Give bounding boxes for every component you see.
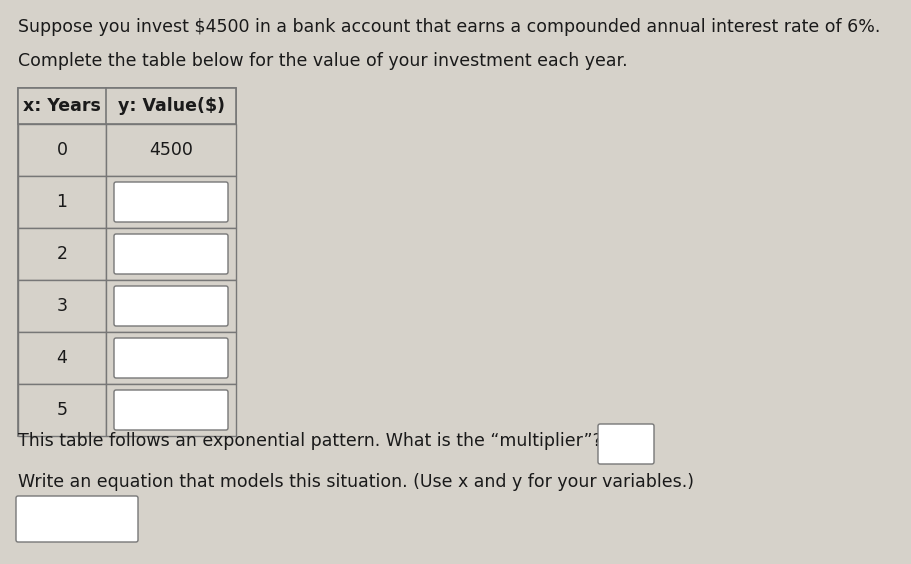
FancyBboxPatch shape <box>114 182 228 222</box>
Bar <box>18 88 236 124</box>
Text: 4: 4 <box>56 349 67 367</box>
Bar <box>106 280 236 332</box>
Text: 3: 3 <box>56 297 67 315</box>
Text: 4500: 4500 <box>149 141 193 159</box>
Text: y: Value($): y: Value($) <box>118 97 224 115</box>
Bar <box>18 228 106 280</box>
Bar <box>18 384 106 436</box>
Bar <box>106 176 236 228</box>
Text: This table follows an exponential pattern. What is the “multiplier”?: This table follows an exponential patter… <box>18 432 602 450</box>
Bar <box>18 332 106 384</box>
Text: 0: 0 <box>56 141 67 159</box>
Bar <box>18 88 236 436</box>
Bar <box>18 280 106 332</box>
Bar <box>106 124 236 176</box>
Text: x: Years: x: Years <box>23 97 101 115</box>
Text: Complete the table below for the value of your investment each year.: Complete the table below for the value o… <box>18 52 628 70</box>
FancyBboxPatch shape <box>114 338 228 378</box>
FancyBboxPatch shape <box>598 424 654 464</box>
FancyBboxPatch shape <box>114 390 228 430</box>
Text: 1: 1 <box>56 193 67 211</box>
FancyBboxPatch shape <box>114 286 228 326</box>
Bar <box>106 332 236 384</box>
Bar <box>106 384 236 436</box>
Text: 2: 2 <box>56 245 67 263</box>
Bar <box>18 124 106 176</box>
Text: 5: 5 <box>56 401 67 419</box>
FancyBboxPatch shape <box>114 234 228 274</box>
FancyBboxPatch shape <box>16 496 138 542</box>
Bar <box>106 228 236 280</box>
Text: Write an equation that models this situation. (Use x and y for your variables.): Write an equation that models this situa… <box>18 473 694 491</box>
Bar <box>18 176 106 228</box>
Text: Suppose you invest $4500 in a bank account that earns a compounded annual intere: Suppose you invest $4500 in a bank accou… <box>18 18 880 36</box>
